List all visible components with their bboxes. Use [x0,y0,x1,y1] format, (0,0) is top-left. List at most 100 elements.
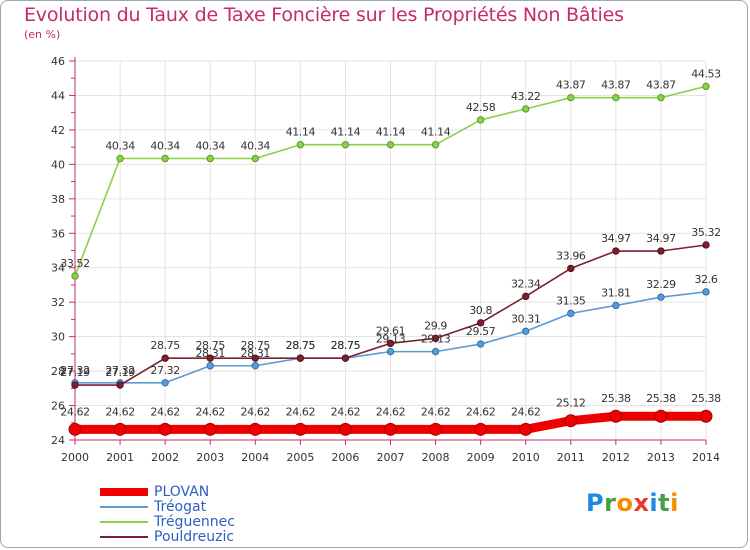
legend-swatch [100,521,148,523]
x-tick-label: 2009 [467,451,495,464]
data-point [429,422,443,436]
data-point [476,116,485,124]
data-point [341,354,350,362]
data-point [203,422,217,436]
data-point [296,141,305,149]
data-label: 24.62 [195,405,225,418]
x-tick-label: 2007 [377,451,405,464]
data-point [567,264,575,273]
data-point [522,292,530,301]
data-label: 25.38 [601,392,631,405]
data-point [519,422,533,436]
data-label: 34.97 [601,232,631,245]
data-label: 29.57 [466,325,496,338]
data-label: 27.32 [60,364,90,377]
data-label: 25.38 [646,392,676,405]
data-label: 43.87 [646,79,676,92]
x-tick-label: 2013 [647,451,675,464]
data-point [476,340,485,348]
data-point [476,319,485,327]
data-point [522,327,530,335]
y-tick-label: 32 [51,296,65,309]
data-point [702,288,710,296]
data-label: 43.87 [601,79,631,92]
data-label: 24.62 [241,405,271,418]
x-tick-label: 2003 [196,451,224,464]
logo-letter: i [649,489,659,517]
y-tick-label: 38 [51,193,65,206]
data-point [609,409,623,423]
x-tick-label: 2012 [602,451,630,464]
data-point [564,414,578,428]
data-point [161,154,169,163]
data-point [657,93,665,102]
data-point [657,293,665,301]
data-label: 29.61 [376,324,406,337]
legend-label: Tréguennec [154,514,235,530]
y-tick-label: 34 [51,262,65,275]
data-point [113,422,127,436]
legend-label: Tréogat [154,499,207,515]
data-point [522,105,530,113]
data-point [699,409,713,423]
logo-letter: i [670,489,679,517]
data-label: 27.19 [60,366,90,379]
data-label: 43.22 [511,90,541,103]
x-tick-label: 2002 [151,451,179,464]
y-tick-label: 26 [51,400,65,413]
data-point [702,82,710,91]
data-label: 24.62 [286,405,316,418]
y-tick-label: 36 [51,227,65,240]
data-label: 27.32 [105,364,135,377]
data-label: 35.32 [691,226,721,239]
data-point [431,347,440,356]
data-label: 40.34 [195,140,225,153]
data-label: 24.62 [105,405,135,418]
data-point [71,272,79,280]
logo-letter: t [658,489,671,517]
data-label: 29.13 [376,333,406,346]
data-label: 44.53 [691,67,721,80]
data-label: 28.75 [241,339,271,352]
data-point [206,362,214,370]
legend-swatch [100,488,148,496]
data-point [158,422,172,436]
data-label: 30.8 [469,304,492,317]
data-point [702,241,710,249]
data-point [386,339,395,348]
data-label: 40.34 [150,140,180,153]
data-point [116,381,124,389]
logo-letter: x [633,489,650,517]
data-point [474,422,488,436]
data-point [612,301,620,310]
legend-label: PLOVAN [154,484,210,500]
data-point [386,141,395,149]
data-label: 27.32 [150,364,180,377]
data-point [296,354,305,362]
data-label: 29.13 [421,333,451,346]
data-label: 40.34 [241,140,271,153]
data-label: 30.31 [511,312,541,325]
grid [74,60,707,440]
data-point [431,334,440,343]
data-point [384,422,397,436]
data-point [206,354,214,362]
data-label: 33.52 [60,257,90,270]
data-label: 25.38 [691,392,721,405]
data-point [567,93,575,102]
data-label: 24.62 [376,405,406,418]
x-tick-label: 2005 [286,451,314,464]
data-label: 42.58 [466,101,496,114]
logo-letter: o [616,489,634,517]
data-label: 33.96 [556,249,586,262]
y-tick-label: 46 [51,55,65,68]
y-tick-label: 28 [51,365,65,378]
data-label: 41.14 [331,126,361,139]
proxiti-logo: Proxiti [586,489,679,517]
y-tick-label: 42 [51,124,65,137]
data-labels: 24.62 24.62 24.62 24.62 24.62 24.62 24.62 24.62… [60,67,721,418]
data-label: 28.31 [241,347,271,360]
data-label: 31.35 [556,294,586,307]
data-label: 32.29 [646,278,676,291]
data-point [248,422,262,436]
